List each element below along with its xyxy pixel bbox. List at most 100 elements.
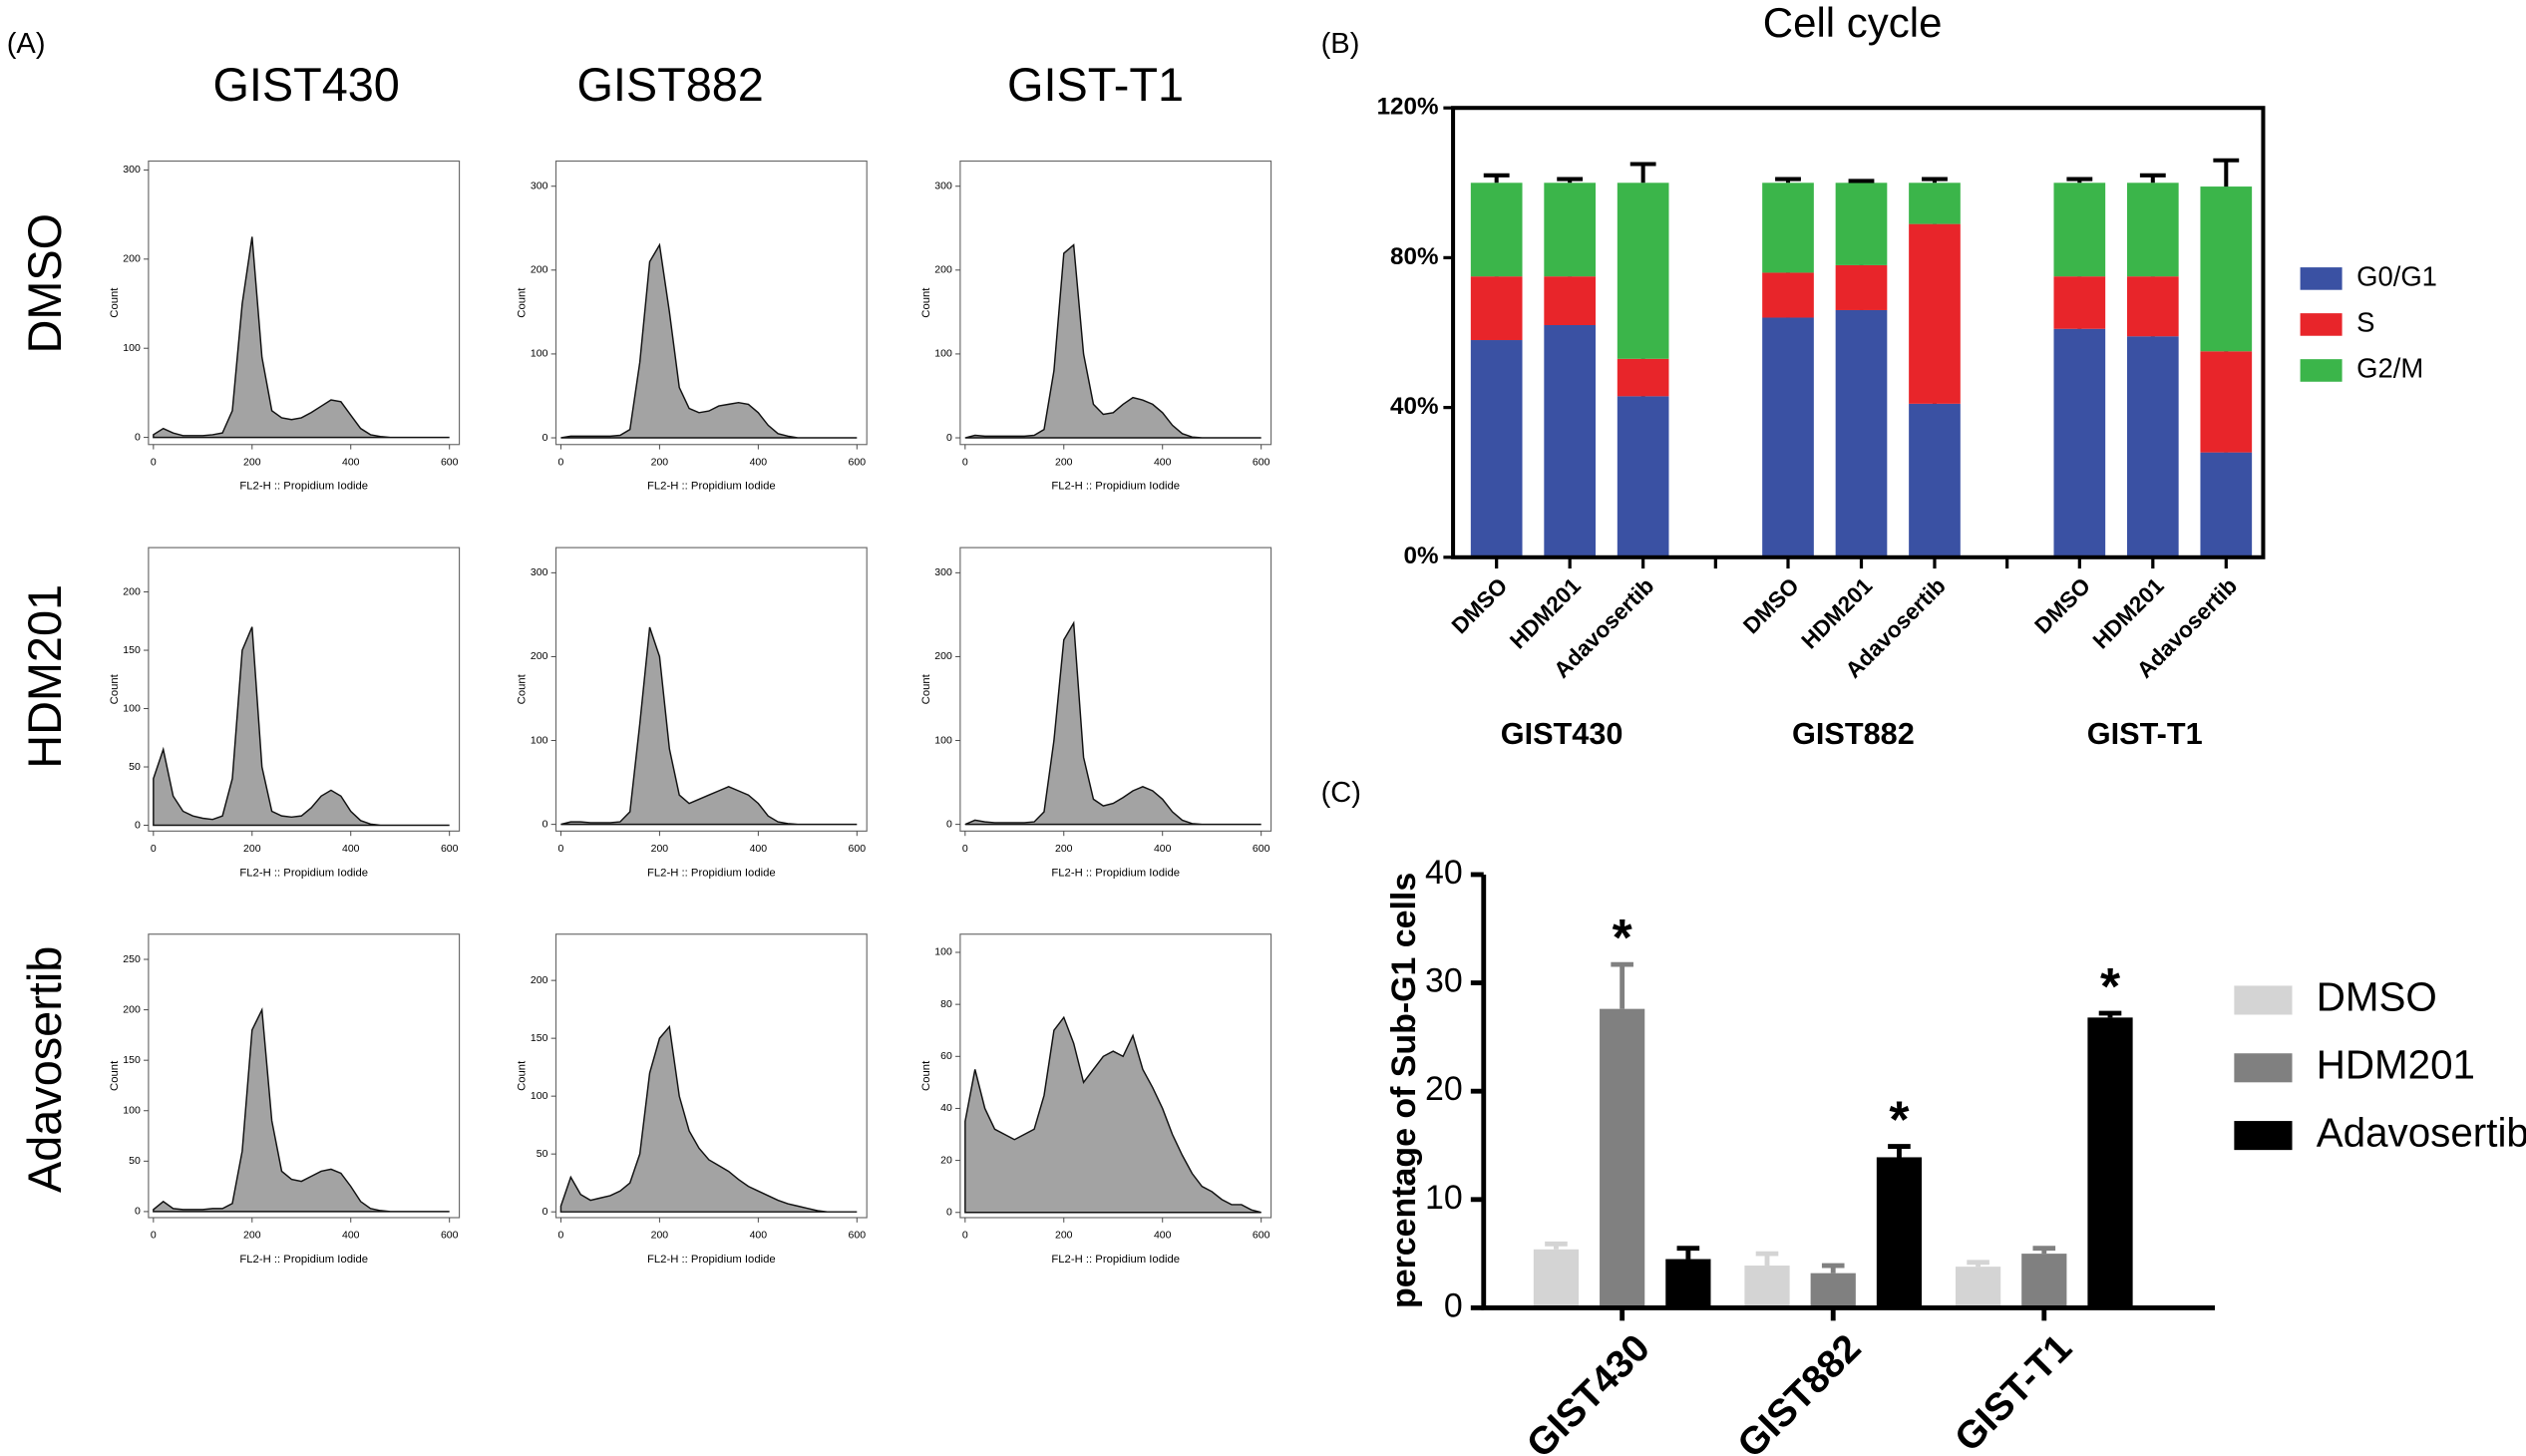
y-axis-label: Count [920,1060,932,1091]
panel-label: (B) [1321,28,1360,60]
y-axis-label: percentage of Sub-G1 cells [1385,873,1423,1308]
y-tick-label: 120% [1377,94,1439,121]
y-tick-label: 0 [946,1208,952,1219]
bar-segment [1835,309,1888,557]
x-tick-label: 200 [651,1231,669,1242]
bar [1533,1249,1580,1308]
x-tick-label: 0 [962,1231,968,1242]
y-tick-label: 200 [123,586,141,597]
bar [1665,1259,1711,1308]
error-bar [1676,1246,1700,1260]
x-axis-label: FL2-H :: Propidium Iodide [647,867,776,879]
bar [1810,1273,1856,1308]
chart-title: Cell cycle [1763,0,1943,46]
plot-frame [554,933,868,1219]
plot-frame [1451,106,2266,559]
bar-segment [1835,182,1888,265]
error-bar [2032,1246,2056,1255]
bar-segment [1909,403,1961,557]
x-tick-label: 600 [1253,1231,1270,1242]
y-tick-label: 0 [946,819,952,830]
y-tick-label: 50 [537,1149,548,1160]
plot-frame [554,546,868,832]
x-tick-label: 600 [1253,457,1270,468]
x-tick-label: 0 [558,457,564,468]
bar [1955,1267,2001,1308]
x-tick-label: GIST-T1 [1947,1326,2080,1456]
y-tick-label: 20 [1425,1070,1463,1108]
x-axis-label: FL2-H :: Propidium Iodide [1051,481,1180,493]
x-tick-label: 600 [441,457,459,468]
error-bar [1888,1144,1911,1158]
y-tick-label: 100 [934,947,952,958]
y-tick-label: 100 [123,343,141,354]
y-axis-label: Count [517,1060,529,1091]
legend-label: G0/G1 [2356,261,2437,292]
y-tick-label: 100 [123,703,141,714]
y-tick-label: 300 [934,181,952,191]
legend-swatch [2300,359,2343,382]
bar-segment [1470,276,1523,341]
y-tick-label: 0 [946,433,952,444]
y-tick-label: 0 [135,1207,141,1218]
x-tick-label: 600 [1253,844,1270,855]
y-axis-label: Count [109,673,121,704]
x-axis-label: FL2-H :: Propidium Iodide [239,867,368,879]
y-axis-label: Count [109,1060,121,1091]
y-tick-label: 50 [129,1156,141,1167]
error-bar [2066,177,2093,183]
error-bar [1611,961,1633,1009]
error-bar [1775,177,1801,183]
bar-segment [1544,324,1597,557]
bar-segment [2126,336,2179,557]
x-tick-label: 600 [441,844,459,855]
plot-frame [959,546,1272,832]
bar-segment [2126,276,2179,337]
x-tick-label: GIST882 [1729,1326,1869,1456]
panel-label: (C) [1321,777,1361,809]
x-tick-label: 400 [1154,844,1172,855]
y-tick-label: 40 [1425,854,1463,892]
y-tick-label: 100 [531,735,548,746]
plot-frame [959,933,1272,1219]
error-bar [1848,179,1875,183]
x-axis-label: FL2-H :: Propidium Iodide [1051,867,1180,879]
significance-mark: * [2100,957,2121,1015]
error-bar [1557,177,1584,183]
histogram-area [560,626,858,826]
histogram-area [964,243,1262,439]
x-axis-label: FL2-H :: Propidium Iodide [239,1254,368,1266]
x-tick-label: 400 [750,1231,768,1242]
y-axis-label: Count [517,673,529,704]
y-tick-label: 100 [123,1106,141,1117]
y-tick-label: 100 [934,349,952,360]
x-tick-label: 0 [962,844,968,855]
group-label: GIST-T1 [2087,716,2203,751]
bar-segment [2053,328,2106,557]
legend-swatch [2234,985,2293,1015]
y-tick-label: 300 [934,567,952,578]
x-tick-label: 200 [243,1231,261,1242]
x-tick-label: 200 [1055,1231,1073,1242]
x-tick-label: 0 [558,1231,564,1242]
error-bar [1922,177,1948,183]
group-label: GIST882 [1792,716,1915,751]
plot-frame [959,160,1272,446]
panel-label: (A) [7,28,46,60]
y-tick-label: 0 [135,820,141,831]
bar [1600,1008,1645,1308]
legend-swatch [2234,1121,2293,1151]
x-tick-label: 200 [1055,457,1073,468]
plot-frame [148,160,461,446]
bar-segment [1835,264,1888,310]
histogram-area [559,1024,858,1213]
bar-segment [1544,182,1597,277]
x-tick-label: 200 [651,457,669,468]
row-header: Adavosertib [19,946,71,1193]
y-tick-label: 300 [123,165,141,176]
plot-frame [148,546,461,832]
plot-frame [554,160,868,446]
y-tick-label: 60 [940,1051,952,1062]
x-tick-label: 0 [151,1231,157,1242]
x-tick-label: 0 [151,844,157,855]
